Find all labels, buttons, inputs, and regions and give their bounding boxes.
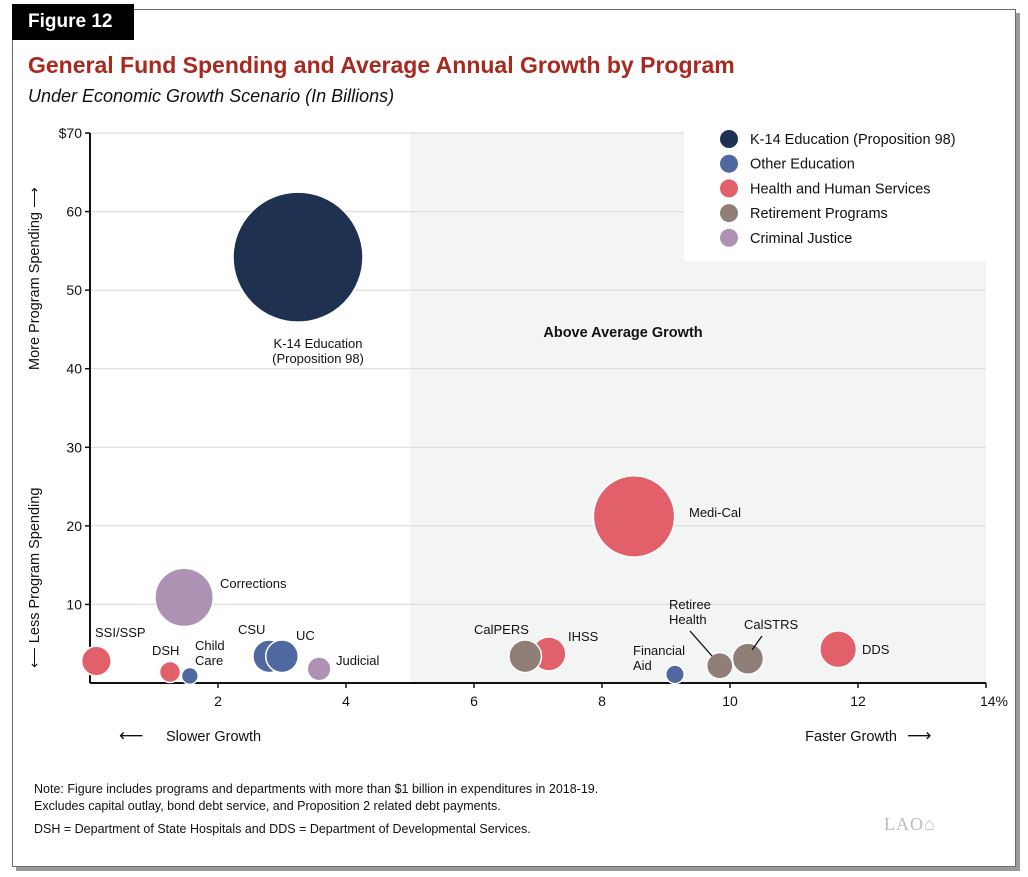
- bubble: [232, 191, 364, 323]
- y-direction-up-label: More Program Spending ⟶: [27, 187, 43, 370]
- bubble: [154, 567, 214, 628]
- bubble: [80, 645, 112, 677]
- legend-marker: [720, 204, 738, 223]
- bubble: [158, 660, 182, 684]
- x-tick-label: 6: [470, 693, 478, 709]
- note-line-1: Note: Figure includes programs and depar…: [34, 782, 599, 796]
- note-line-3: DSH = Department of State Hospitals and …: [34, 822, 531, 836]
- legend-label: Health and Human Services: [750, 181, 931, 197]
- arrow-left-icon: ⟵: [119, 726, 143, 746]
- bubble-label: Financial Aid: [633, 643, 685, 673]
- bubble: [664, 664, 685, 685]
- figure-tag: Figure 12: [12, 4, 134, 40]
- y-tick-label: $70: [59, 125, 83, 141]
- legend-label: K-14 Education (Proposition 98): [750, 132, 956, 148]
- bubble-label: SSI/SSP: [95, 625, 146, 640]
- y-direction-down-label: ⟵ Less Program Spending: [27, 488, 43, 668]
- legend-label: Criminal Justice: [750, 231, 852, 247]
- x-direction-right-label: Faster Growth: [805, 729, 897, 745]
- bubble: [819, 630, 858, 669]
- bubble-label: Child Care: [195, 638, 225, 668]
- bubble-label: CSU: [238, 622, 265, 637]
- bubble-label: CalSTRS: [744, 617, 799, 632]
- x-tick-label: 12: [850, 693, 866, 709]
- bubble-label: Retiree Health: [669, 597, 711, 627]
- legend-label: Retirement Programs: [750, 206, 888, 222]
- lao-logo: LAO⌂: [884, 814, 936, 834]
- bubble-label: Judicial: [336, 653, 379, 668]
- arrow-right-icon: ⟶: [907, 726, 931, 746]
- legend-marker: [720, 228, 738, 247]
- bubble: [705, 651, 734, 680]
- legend-marker: [720, 154, 738, 173]
- legend-marker: [720, 179, 738, 198]
- y-tick-label: 40: [66, 361, 82, 377]
- x-tick-label: 10: [722, 693, 738, 709]
- bubble: [306, 656, 332, 682]
- y-tick-label: 20: [66, 518, 82, 534]
- bubble-label: CalPERS: [474, 622, 529, 637]
- shaded-region-label: Above Average Growth: [543, 325, 702, 341]
- bubble-label: IHSS: [568, 629, 599, 644]
- bubble: [180, 666, 199, 686]
- y-tick-label: 30: [66, 439, 82, 455]
- x-tick-label: 8: [598, 693, 606, 709]
- leader-line: [751, 635, 763, 651]
- x-tick-label: 14%: [980, 693, 1008, 709]
- leader-line: [689, 630, 713, 657]
- bubble-label: DSH: [152, 643, 179, 658]
- bubble-label: UC: [296, 628, 315, 643]
- note-line-2: Excludes capital outlay, bond debt servi…: [34, 799, 501, 813]
- y-tick-label: 60: [66, 204, 82, 220]
- y-tick-label: 10: [66, 596, 82, 612]
- bubble: [264, 639, 300, 674]
- bubble: [592, 475, 676, 558]
- bubble-label: Corrections: [220, 576, 287, 591]
- legend-marker: [720, 130, 738, 148]
- chart-subtitle: Under Economic Growth Scenario (In Billi…: [28, 86, 395, 106]
- bubble-label: DDS: [862, 642, 890, 657]
- y-tick-label: 50: [66, 282, 82, 298]
- legend-label: Other Education: [750, 157, 855, 173]
- x-direction-left-label: Slower Growth: [166, 729, 261, 745]
- chart-title: General Fund Spending and Average Annual…: [28, 52, 735, 78]
- bubble: [731, 642, 765, 675]
- x-tick-label: 2: [214, 693, 222, 709]
- x-tick-label: 4: [342, 693, 350, 709]
- bubble-label: Medi-Cal: [689, 505, 741, 520]
- bubble: [508, 639, 543, 674]
- bubble-label: K-14 Education (Proposition 98): [272, 336, 364, 366]
